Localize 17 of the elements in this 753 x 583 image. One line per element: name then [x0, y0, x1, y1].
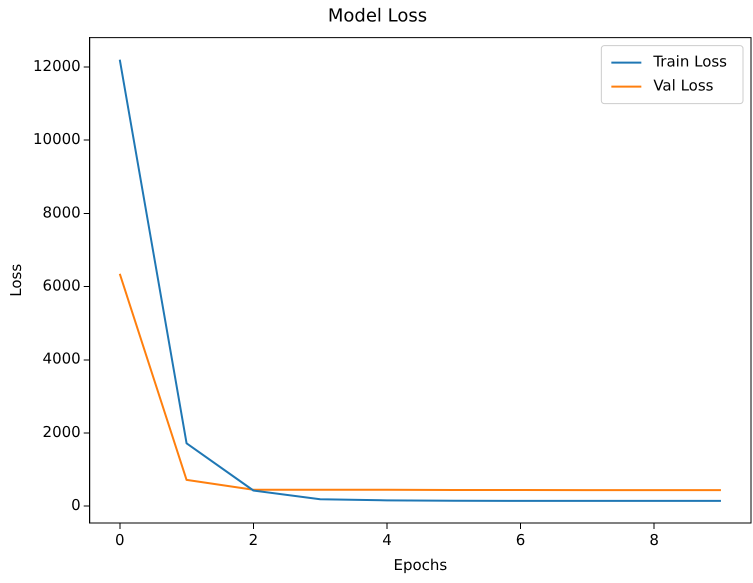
- y-tick-label: 10000: [33, 130, 81, 148]
- x-tick-label: 4: [382, 530, 392, 549]
- x-axis-title: Epochs: [393, 556, 448, 574]
- y-tick-label: 12000: [33, 56, 81, 75]
- chart-title: Model Loss: [328, 5, 428, 26]
- legend-label: Val Loss: [653, 76, 714, 94]
- x-tick-label: 2: [248, 530, 258, 549]
- x-tick-label: 0: [115, 530, 125, 549]
- y-tick-label: 0: [71, 496, 81, 514]
- y-axis-title: Loss: [6, 264, 25, 297]
- legend-label: Train Loss: [652, 52, 728, 70]
- y-tick-label: 6000: [42, 276, 81, 295]
- y-tick-label: 2000: [42, 422, 81, 441]
- y-tick-label: 4000: [42, 350, 81, 368]
- y-tick-label: 8000: [42, 203, 81, 222]
- x-tick-label: 6: [516, 530, 526, 549]
- x-tick-label: 8: [649, 530, 659, 549]
